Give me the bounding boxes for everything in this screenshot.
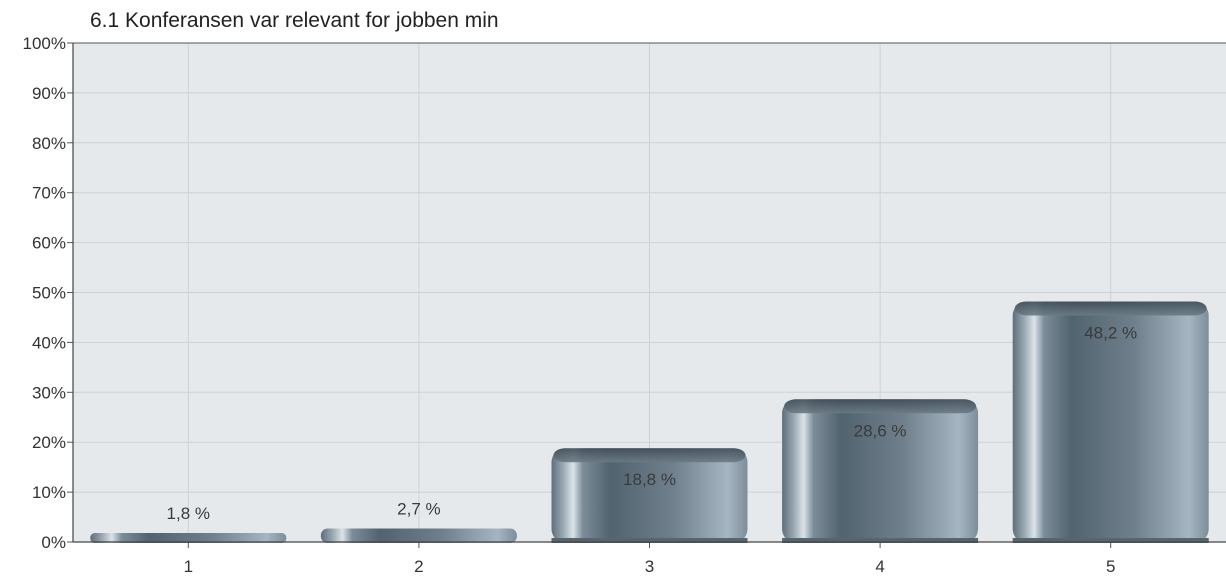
bar-cap: [784, 399, 977, 414]
data-label: 1,8 %: [167, 504, 210, 523]
x-tick-label: 2: [414, 557, 423, 576]
bar-base: [1012, 538, 1209, 543]
x-tick-label: 4: [875, 557, 884, 576]
chart-title: 6.1 Konferansen var relevant for jobben …: [90, 9, 499, 32]
y-tick-label: 0%: [41, 533, 66, 552]
bar-5: [1012, 301, 1209, 543]
y-tick-label: 40%: [32, 333, 66, 352]
x-tick-label: 1: [184, 557, 193, 576]
bar: [1012, 301, 1209, 543]
y-tick-label: 90%: [32, 84, 66, 103]
bar-base: [551, 538, 748, 543]
y-tick-label: 70%: [32, 184, 66, 203]
bar: [551, 448, 748, 543]
bar: [320, 528, 517, 543]
bar-base: [782, 538, 979, 543]
data-label: 18,8 %: [623, 470, 676, 489]
data-label: 2,7 %: [397, 500, 440, 519]
y-tick-label: 30%: [32, 383, 66, 402]
bar-cap: [553, 448, 746, 463]
y-tick-label: 20%: [32, 433, 66, 452]
bar-2: [320, 528, 517, 543]
data-label: 28,6 %: [854, 421, 907, 440]
bar-1: [90, 533, 287, 543]
y-tick-label: 10%: [32, 483, 66, 502]
y-tick-label: 100%: [23, 34, 66, 53]
data-label: 48,2 %: [1084, 323, 1137, 342]
bar: [90, 533, 287, 543]
bar-4: [782, 399, 979, 543]
bar-cap: [1014, 301, 1207, 316]
bar-3: [551, 448, 748, 543]
x-tick-label: 3: [645, 557, 654, 576]
x-tick-label: 5: [1106, 557, 1115, 576]
bar: [782, 399, 979, 543]
y-tick-label: 60%: [32, 234, 66, 253]
y-tick-label: 80%: [32, 134, 66, 153]
y-tick-label: 50%: [32, 284, 66, 303]
